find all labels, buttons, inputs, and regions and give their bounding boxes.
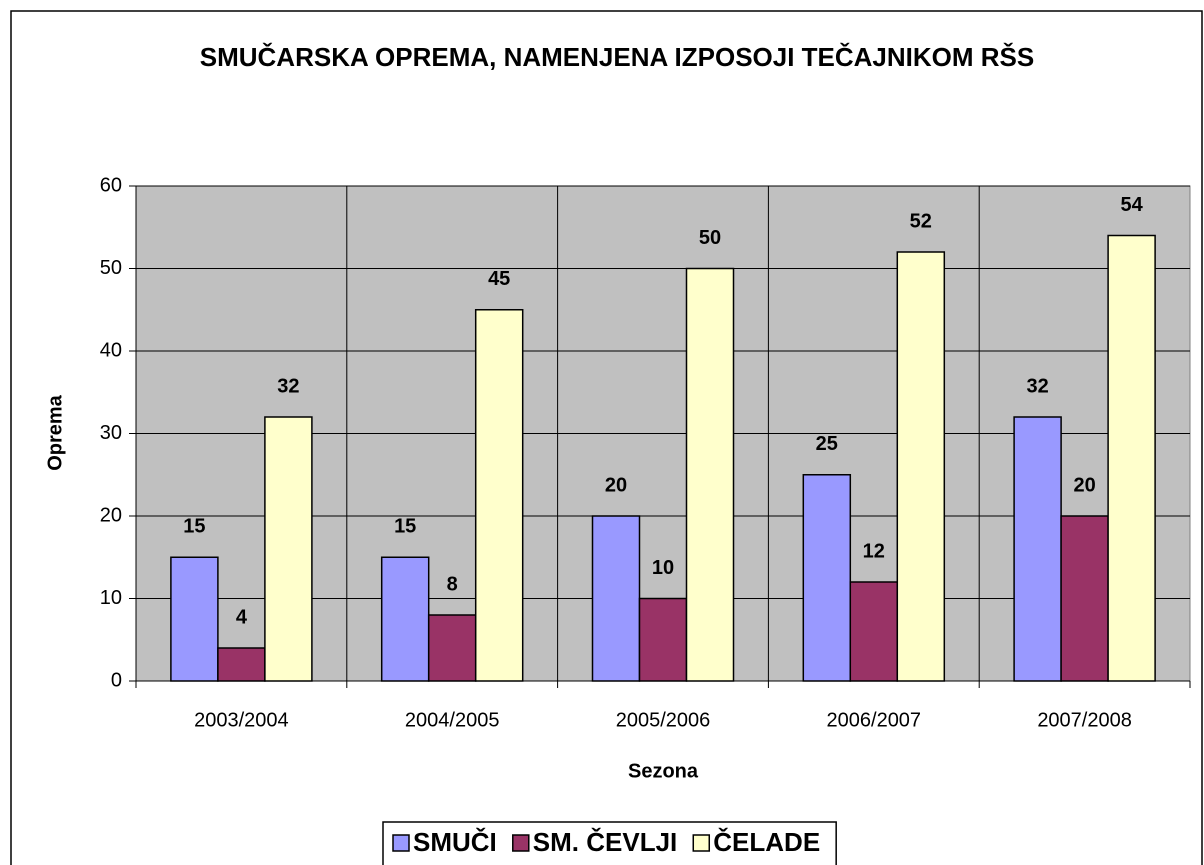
data-label: 52 — [910, 210, 932, 232]
y-tick-label: 30 — [100, 422, 122, 444]
data-label: 25 — [816, 433, 838, 455]
data-label: 20 — [1073, 474, 1095, 496]
data-label: 10 — [652, 557, 674, 579]
data-label: 45 — [488, 268, 510, 290]
y-tick-label: 60 — [100, 174, 122, 196]
bar — [896, 251, 946, 682]
y-tick-label: 0 — [111, 669, 122, 691]
legend-label: SM. ČEVLJI — [533, 827, 677, 857]
data-label: 32 — [277, 375, 299, 397]
data-label: 4 — [236, 606, 248, 628]
bar — [802, 474, 852, 682]
y-tick-label: 20 — [100, 504, 122, 526]
legend-label: SMUČI — [413, 827, 497, 857]
y-tick-label: 40 — [100, 339, 122, 361]
x-tick-label: 2005/2006 — [616, 709, 711, 731]
legend-box — [382, 821, 837, 865]
legend-label: ČELADE — [713, 827, 820, 857]
x-axis-label: Sezona — [628, 760, 699, 782]
bar — [264, 416, 313, 682]
bar — [1107, 234, 1156, 682]
bar — [591, 515, 641, 682]
chart-title: SMUČARSKA OPREMA, NAMENJENA IZPOSOJI TEČ… — [199, 42, 1035, 72]
bar — [849, 581, 899, 682]
legend-swatch — [512, 834, 530, 852]
bar — [638, 597, 688, 682]
bar — [380, 556, 430, 682]
data-label: 32 — [1026, 375, 1048, 397]
bar — [427, 614, 477, 682]
legend-swatch — [392, 834, 410, 852]
data-label: 15 — [183, 516, 205, 538]
x-tick-label: 2006/2007 — [827, 709, 922, 731]
bar — [1013, 416, 1062, 682]
y-tick-label: 10 — [100, 587, 122, 609]
bar — [1060, 515, 1109, 682]
bar — [217, 647, 266, 682]
data-label: 50 — [699, 227, 721, 249]
bar — [685, 267, 735, 682]
data-label: 15 — [394, 516, 416, 538]
x-tick-label: 2004/2005 — [405, 709, 500, 731]
data-label: 12 — [863, 540, 885, 562]
y-axis-label: Oprema — [44, 394, 66, 470]
data-label: 8 — [447, 573, 458, 595]
bar — [474, 309, 524, 682]
data-label: 20 — [605, 474, 627, 496]
bar — [170, 556, 219, 682]
y-tick-label: 50 — [100, 257, 122, 279]
data-label: 54 — [1120, 194, 1143, 216]
x-tick-label: 2003/2004 — [194, 709, 289, 731]
x-tick-label: 2007/2008 — [1037, 709, 1132, 731]
legend-swatch — [692, 834, 711, 852]
